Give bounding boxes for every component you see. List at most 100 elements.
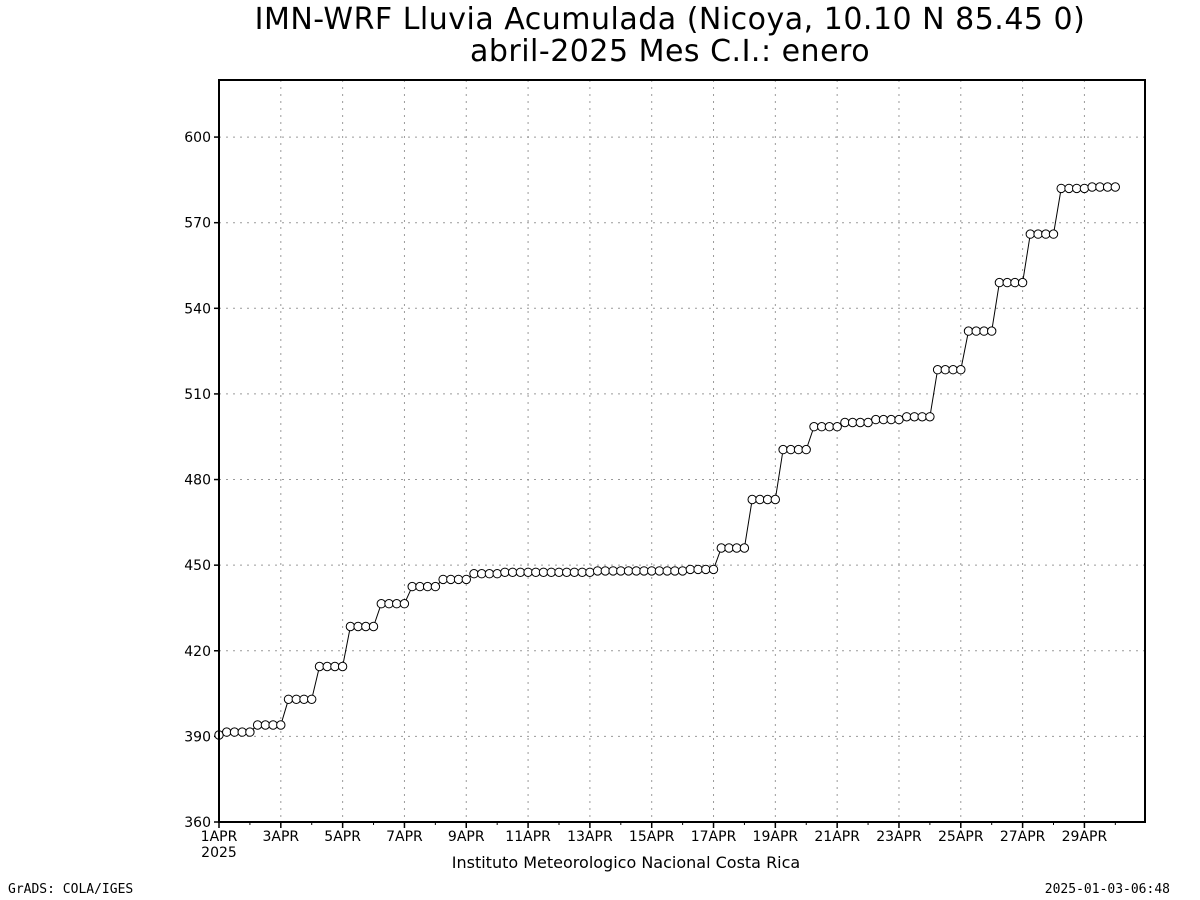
data-point (1017, 277, 1028, 288)
x-tick-label: 5APR (324, 829, 361, 845)
data-point (639, 566, 649, 576)
data-point (755, 494, 765, 505)
footer-left-label: GrADS: COLA/IGES (8, 882, 134, 897)
grid (219, 80, 1145, 822)
x-tick-label: 25APR (938, 829, 984, 845)
data-point (886, 414, 896, 425)
data-point (685, 564, 695, 575)
data-point (979, 326, 989, 336)
chart-subtitle: abril-2025 Mes C.I.: enero (469, 34, 871, 69)
y-tick-label: 480 (184, 473, 211, 489)
footer-timestamp: 2025-01-03-06:48 (1044, 882, 1170, 897)
data-point (832, 422, 842, 432)
x-tick-label: 7APR (386, 829, 423, 845)
data-point (762, 494, 773, 505)
data-point (469, 569, 479, 579)
data-point (291, 694, 301, 704)
data-point (623, 566, 634, 576)
data-point (229, 727, 240, 737)
data-point (1056, 183, 1066, 194)
data-point (840, 417, 850, 428)
data-point (592, 566, 603, 576)
data-point (801, 444, 811, 455)
data-point (438, 574, 448, 585)
data-point (932, 365, 943, 375)
data-point (925, 412, 935, 422)
data-point (600, 566, 610, 576)
x-tick-label: 27APR (1000, 829, 1046, 845)
data-point (392, 599, 402, 609)
data-point (956, 365, 966, 375)
data-point (562, 567, 572, 577)
data-point (515, 567, 526, 577)
data-point (894, 414, 904, 425)
plot-frame (218, 79, 1146, 823)
y-tick-label: 600 (184, 130, 211, 146)
data-point (554, 567, 564, 577)
x-tick-label: 15APR (629, 829, 675, 845)
x-tick-label: 21APR (814, 829, 860, 845)
data-point (732, 543, 742, 553)
x-tick-label: 23APR (876, 829, 922, 845)
x-tick-label: 9APR (448, 829, 485, 845)
y-tick-label: 360 (184, 815, 211, 831)
x-tick-label: 29APR (1062, 829, 1108, 845)
data-point (739, 543, 750, 553)
data-point (422, 581, 433, 592)
data-point (909, 412, 920, 422)
chart-title: IMN-WRF Lluvia Acumulada (Nicoya, 10.10 … (254, 2, 1086, 37)
data-point (500, 567, 510, 577)
data-point (245, 727, 255, 737)
data-point (793, 444, 804, 455)
data-point (871, 414, 881, 425)
data-point (963, 326, 974, 336)
x-year-label: 2025 (201, 845, 237, 861)
data-point (337, 661, 348, 672)
data-point (368, 621, 379, 632)
data-point (1072, 183, 1082, 194)
data-point (361, 621, 371, 632)
data-point (693, 564, 703, 575)
data-point (268, 720, 278, 730)
data-point (1041, 229, 1051, 239)
data-point (1048, 229, 1059, 239)
x-tick-label: 1APR (201, 829, 238, 845)
data-point (878, 414, 889, 425)
x-tick-label: 13APR (567, 829, 613, 845)
data-point (778, 444, 788, 455)
data-point (1010, 277, 1020, 288)
x-tick-label: 19APR (753, 829, 799, 845)
data-point (446, 574, 456, 585)
y-tick-label: 420 (184, 644, 211, 660)
data-point (322, 661, 332, 672)
x-tick-label: 3APR (262, 829, 299, 845)
data-point (1079, 183, 1090, 194)
data-point (1002, 277, 1012, 288)
data-point (855, 417, 865, 428)
data-point (237, 727, 247, 737)
data-point (971, 326, 981, 336)
data-point (399, 599, 410, 609)
data-point (701, 564, 711, 575)
y-tick-label: 390 (184, 729, 211, 745)
data-point (299, 694, 309, 704)
data-point (477, 569, 487, 579)
data-point (847, 417, 858, 428)
series-layer (214, 182, 1121, 740)
data-point (708, 564, 719, 575)
data-point (415, 581, 425, 592)
data-point (260, 720, 271, 730)
data-point (724, 543, 734, 553)
data-point (631, 566, 641, 576)
data-point (1087, 182, 1097, 192)
data-point (453, 574, 464, 585)
data-point (585, 567, 595, 577)
data-point (747, 494, 757, 505)
data-point (940, 365, 950, 375)
data-point (616, 566, 626, 576)
data-point (384, 599, 394, 609)
data-point (948, 365, 958, 375)
data-point (546, 567, 556, 577)
data-point (569, 567, 580, 577)
y-tick-label: 570 (184, 216, 211, 232)
